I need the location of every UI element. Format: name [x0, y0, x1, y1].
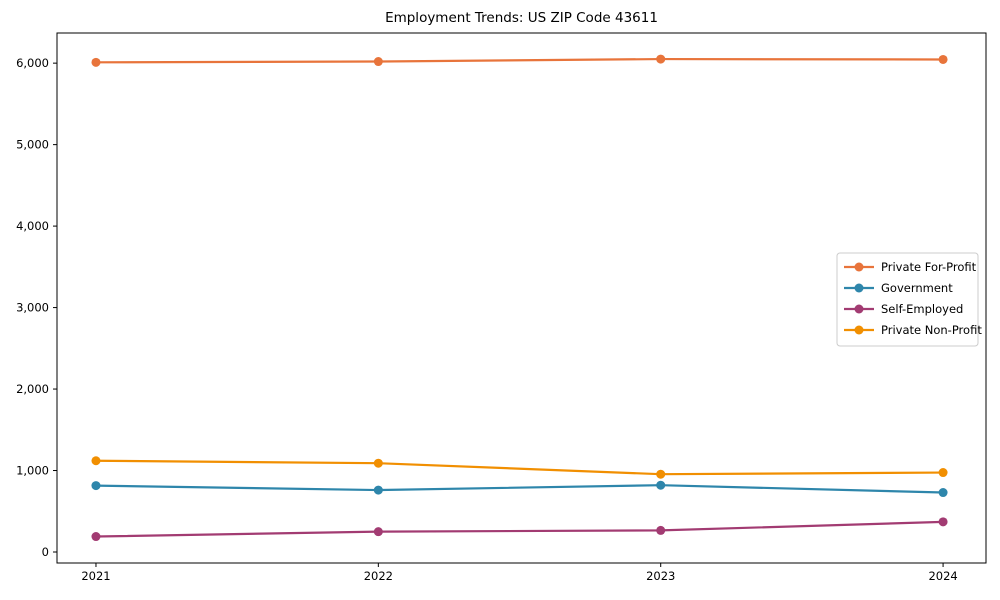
series-line-self-employed [95, 520, 944, 538]
x-axis-tick-label: 2022 [364, 569, 393, 583]
series-marker-self-employed [656, 525, 666, 535]
series-marker-government [656, 480, 666, 490]
y-axis-tick-label: 2,000 [16, 382, 49, 396]
legend-label-private-for-profit: Private For-Profit [881, 260, 977, 274]
x-axis-tick-label: 2021 [81, 569, 110, 583]
series-marker-private-for-profit [656, 54, 666, 64]
y-axis-tick-label: 5,000 [16, 138, 49, 152]
y-axis-tick-label: 0 [42, 545, 49, 559]
legend-marker-private-non-profit [854, 325, 864, 335]
series-marker-private-for-profit [91, 57, 101, 67]
legend-box [836, 252, 979, 347]
series-marker-government [373, 485, 383, 495]
series-marker-government [91, 481, 101, 491]
y-axis-tick-label: 1,000 [16, 464, 49, 478]
chart-title: Employment Trends: US ZIP Code 43611 [385, 10, 658, 26]
series-marker-private-non-profit [373, 458, 383, 468]
series-marker-private-non-profit [656, 469, 666, 479]
legend-marker-government [854, 283, 864, 293]
legend-marker-self-employed [854, 304, 864, 314]
y-axis-tick-label: 3,000 [16, 301, 49, 315]
series-line-private-for-profit [95, 57, 944, 64]
series-marker-private-non-profit [91, 456, 101, 466]
x-axis-tick-label: 2024 [928, 569, 957, 583]
legend-label-government: Government [881, 281, 953, 295]
series-marker-private-for-profit [373, 57, 383, 67]
legend-marker-private-for-profit [854, 262, 864, 272]
series-marker-government [938, 488, 948, 498]
series-marker-self-employed [373, 527, 383, 537]
series-line-private-non-profit [95, 459, 944, 476]
series-marker-self-employed [91, 532, 101, 542]
series-line-government [95, 484, 944, 494]
series-marker-self-employed [938, 517, 948, 527]
y-axis-tick-label: 6,000 [16, 56, 49, 70]
legend-label-private-non-profit: Private Non-Profit [881, 323, 982, 337]
plot-border [56, 32, 987, 564]
series-marker-private-non-profit [938, 468, 948, 478]
series-marker-private-for-profit [938, 54, 948, 64]
x-axis-tick-label: 2023 [646, 569, 675, 583]
legend-label-self-employed: Self-Employed [881, 302, 963, 316]
y-axis-tick-label: 4,000 [16, 219, 49, 233]
